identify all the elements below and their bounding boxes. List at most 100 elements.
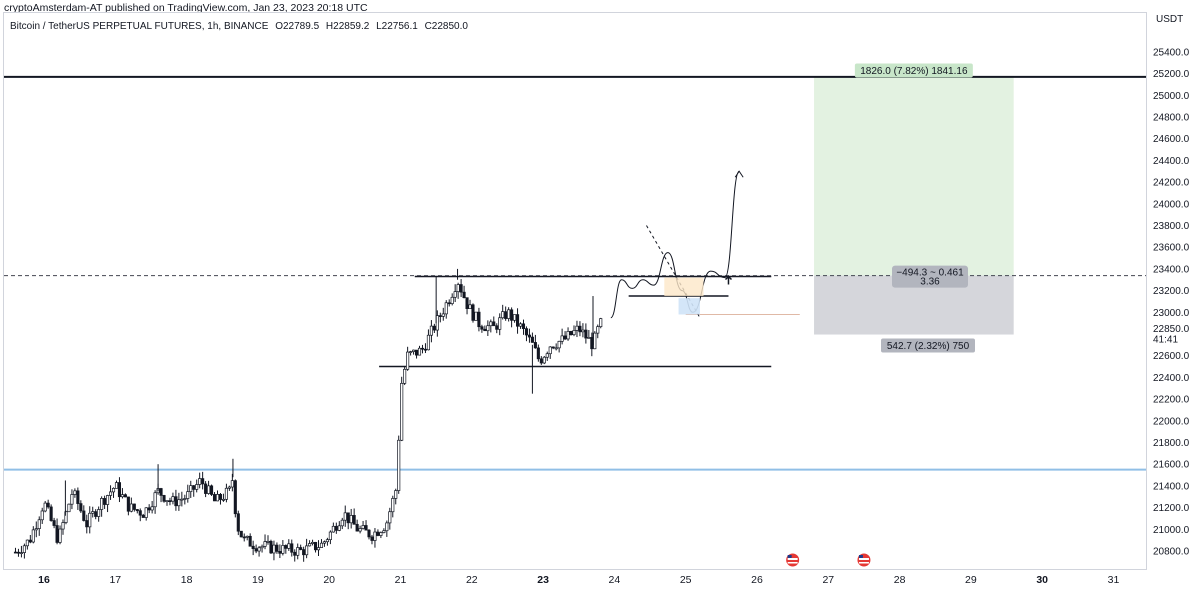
- target-label: 1826.0 (7.82%) 1841.16: [860, 66, 968, 77]
- candle-body: [319, 542, 324, 548]
- candle-body: [34, 528, 38, 531]
- candle-body: [504, 311, 508, 319]
- candle-body: [566, 331, 570, 340]
- candle-body: [417, 347, 422, 356]
- candle-body: [28, 539, 32, 543]
- y-tick-label: 22400.0: [1153, 373, 1190, 384]
- candle-body: [227, 486, 231, 489]
- y-tick-label: 25200.0: [1153, 69, 1190, 80]
- candle-body: [450, 296, 454, 304]
- candle-body: [171, 496, 175, 502]
- candle-body: [22, 545, 26, 553]
- candle-body: [361, 525, 365, 529]
- candle-body: [346, 512, 350, 524]
- candle-body: [73, 490, 77, 495]
- candle-body: [364, 525, 368, 531]
- candle-body: [49, 506, 53, 521]
- flag-stripe: [858, 562, 869, 564]
- candle-body: [426, 334, 430, 351]
- x-tick-label: 19: [252, 574, 264, 586]
- y-tick-label: 23800.0: [1153, 221, 1190, 232]
- x-tick-label: 20: [323, 574, 335, 586]
- candle-body: [293, 551, 297, 556]
- candle-body: [195, 484, 199, 490]
- candle-body: [447, 302, 451, 305]
- candle-body: [409, 351, 413, 353]
- candle-body: [123, 494, 127, 498]
- us-flag-icon: [785, 552, 801, 568]
- symbol-name[interactable]: Bitcoin / TetherUS PERPETUAL FUTURES, 1h…: [10, 21, 269, 32]
- candle-body: [150, 506, 154, 511]
- candle-body: [117, 482, 122, 498]
- candle-body: [296, 547, 300, 556]
- candle-body: [254, 548, 258, 552]
- candle-body: [186, 491, 190, 499]
- candle-body: [159, 488, 163, 496]
- x-tick-label: 26: [751, 574, 763, 586]
- candle-body: [287, 543, 291, 549]
- candle-body: [572, 330, 576, 336]
- candle-body: [236, 513, 240, 532]
- price-axis[interactable]: USDT 20800.0 21000.0 21200.0 21400.0 21600.0 2…: [1153, 14, 1190, 558]
- candle-body: [207, 485, 211, 494]
- candle-body: [168, 500, 172, 503]
- flag-canton: [858, 555, 863, 558]
- candle-body: [325, 539, 329, 543]
- candle-body: [584, 329, 588, 339]
- y-tick-label: 23000.0: [1153, 308, 1190, 319]
- candle-body: [569, 331, 573, 336]
- y-tick-label: 22000.0: [1153, 416, 1190, 427]
- ohlc-close: C22850.0: [424, 21, 468, 32]
- candle-body: [120, 494, 124, 498]
- y-tick-label: 23200.0: [1153, 286, 1190, 297]
- candle-body: [539, 358, 543, 364]
- y-tick-label: 24800.0: [1153, 113, 1190, 124]
- candle-body: [43, 502, 47, 512]
- candle-body: [239, 530, 243, 538]
- candle-body: [189, 485, 193, 493]
- candle-body: [560, 335, 564, 342]
- candle-body: [313, 541, 318, 551]
- candle-body: [108, 491, 113, 496]
- y-tick-label: 23600.0: [1153, 243, 1190, 254]
- time-axis[interactable]: 16 17 18 19 20 21 22 23 24 25 26 27 28 29 30 31: [38, 574, 1119, 586]
- candle-body: [138, 510, 142, 516]
- candle-body: [201, 478, 205, 485]
- candle-body: [385, 522, 389, 532]
- candle-body: [513, 314, 517, 321]
- candle-body: [153, 492, 157, 508]
- publisher-credit: cryptoAmsterdam-AT published on TradingV…: [4, 2, 368, 14]
- candle-body: [144, 507, 148, 518]
- candle-body: [358, 528, 362, 532]
- y-tick-label: 20800.0: [1153, 547, 1190, 558]
- position-zones: [814, 77, 1014, 335]
- candle-body: [192, 485, 196, 490]
- y-tick-label: 22600.0: [1153, 351, 1190, 362]
- candle-body: [245, 535, 249, 538]
- candle-body: [462, 291, 466, 299]
- price-tag-bg: [1148, 321, 1200, 346]
- candle-body: [441, 313, 445, 317]
- candle-body: [382, 530, 386, 533]
- y-tick-label: 21200.0: [1153, 503, 1190, 514]
- candle-body: [337, 525, 341, 531]
- candle-body: [495, 325, 499, 330]
- candle-body: [367, 529, 371, 538]
- stop-label: 542.7 (2.32%) 750: [887, 341, 970, 352]
- candle-body: [82, 510, 86, 521]
- candle-body: [19, 552, 23, 554]
- candle-body: [524, 328, 529, 336]
- y-tick-label: 24000.0: [1153, 199, 1190, 210]
- candle-body: [489, 321, 493, 327]
- candle-body: [46, 502, 50, 508]
- x-tick-label: 29: [965, 574, 977, 586]
- axis-currency: USDT: [1156, 14, 1183, 25]
- candle-body: [551, 346, 555, 349]
- candle-body: [242, 536, 246, 539]
- candle-body: [370, 536, 374, 541]
- candle-body: [397, 439, 401, 491]
- candle-body: [275, 544, 279, 552]
- us-flag-icon: [856, 552, 872, 568]
- x-tick-label: 27: [822, 574, 834, 586]
